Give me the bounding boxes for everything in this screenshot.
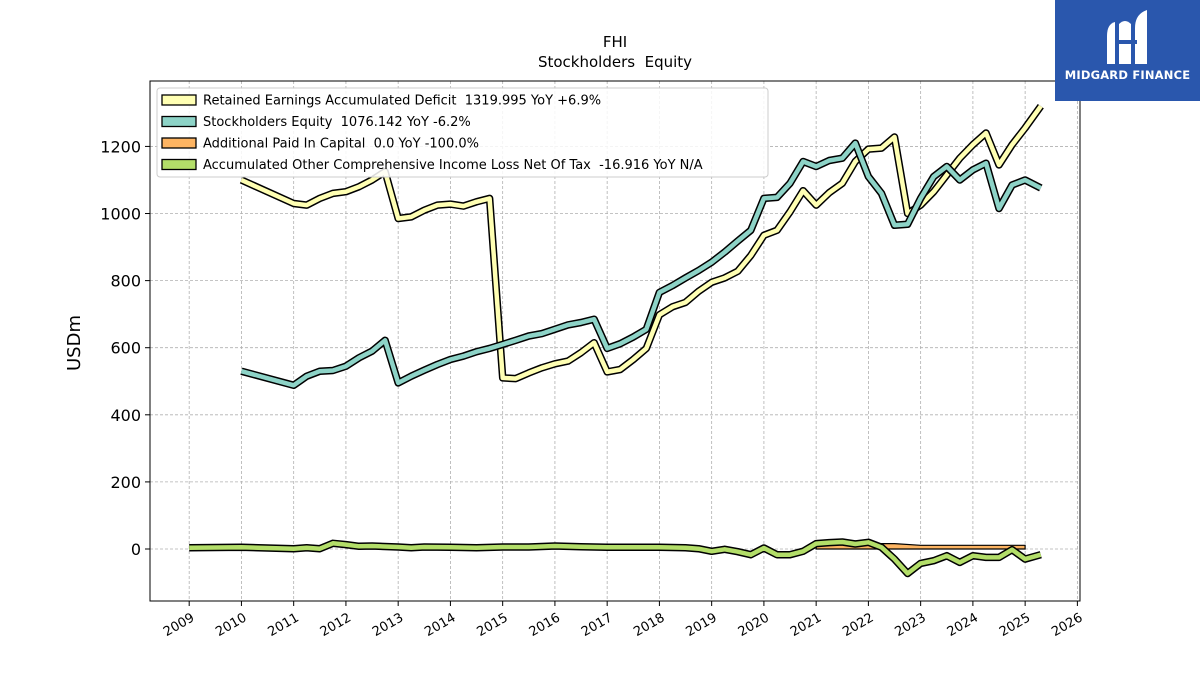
x-tick-label: 2018 <box>631 610 667 640</box>
legend-label-1: Stockholders Equity 1076.142 YoY -6.2% <box>203 115 471 130</box>
y-tick-label: 200 <box>110 473 141 492</box>
chart-subtitle: Stockholders Equity <box>538 53 692 71</box>
x-tick-label: 2012 <box>318 610 354 640</box>
x-tick-label: 2021 <box>788 610 824 640</box>
x-tick-label: 2023 <box>892 610 928 640</box>
series-layer <box>189 104 1044 578</box>
legend-swatch-1 <box>161 115 197 128</box>
series-line-3 <box>189 539 1042 576</box>
x-tick-label: 2026 <box>1049 610 1085 640</box>
x-tick-label: 2013 <box>370 610 406 640</box>
chart-title: FHI <box>603 33 627 51</box>
series-line-1 <box>240 140 1042 388</box>
plot-frame <box>149 80 1081 602</box>
x-tick-label: 2011 <box>266 610 302 640</box>
legend-swatch-2 <box>161 137 197 149</box>
y-tick-label: 1000 <box>100 205 141 224</box>
x-tick-label: 2014 <box>422 610 458 640</box>
x-tick-label: 2020 <box>736 610 772 640</box>
x-tick-label: 2025 <box>997 610 1033 640</box>
x-tick-label: 2015 <box>475 610 511 640</box>
legend: Retained Earnings Accumulated Deficit 13… <box>156 87 769 178</box>
x-tick-label: 2019 <box>683 610 719 640</box>
logo-text: MIDGARD FINANCE <box>1064 68 1191 82</box>
y-axis-label: USDm <box>64 315 85 371</box>
legend-label-3: Accumulated Other Comprehensive Income L… <box>203 158 703 173</box>
legend-label-0: Retained Earnings Accumulated Deficit 13… <box>203 94 601 109</box>
series-1 <box>240 139 1043 390</box>
y-tick-label: 1200 <box>100 137 141 156</box>
legend-swatch-0 <box>161 94 197 106</box>
y-tick-label: 600 <box>110 339 141 358</box>
x-tick-label: 2017 <box>579 610 615 640</box>
legend-swatch-3 <box>161 158 197 171</box>
x-tick-label: 2022 <box>840 610 876 640</box>
y-tick-label: 400 <box>110 406 141 425</box>
series-3 <box>189 538 1042 578</box>
axes: 0 200 400 600 800 1000 1200 2009 2010 2011 2012 201… <box>100 137 1085 640</box>
y-tick-label: 800 <box>110 272 141 291</box>
y-tick-label: 0 <box>131 540 141 559</box>
logo-mark-icon <box>1107 10 1147 64</box>
x-tick-label: 2009 <box>161 610 197 640</box>
brand-logo: MIDGARD FINANCE <box>1055 0 1200 101</box>
x-tick-label: 2016 <box>527 610 563 640</box>
x-tick-label: 2010 <box>213 610 249 640</box>
legend-box <box>156 87 769 178</box>
x-tick-label: 2024 <box>945 610 981 640</box>
legend-label-2: Additional Paid In Capital 0.0 YoY -100.… <box>203 137 479 152</box>
